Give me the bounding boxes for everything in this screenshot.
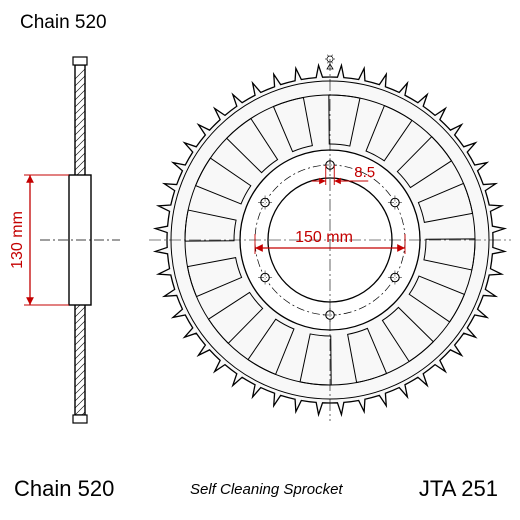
- svg-text:150 mm: 150 mm: [295, 229, 353, 246]
- svg-text:8.5: 8.5: [354, 164, 375, 181]
- side-view: 130 mm: [9, 57, 120, 423]
- svg-text:130 mm: 130 mm: [9, 211, 26, 269]
- front-view: 8.5 150 mm: [149, 55, 511, 421]
- part-number-label: JTA 251: [419, 476, 498, 502]
- diagram-svg: 130 mm 8.5 150 mm: [0, 0, 520, 520]
- chain-header-label: Chain 520: [20, 12, 107, 34]
- description-label: Self Cleaning Sprocket: [190, 481, 343, 498]
- chain-spec-label: Chain 520: [14, 476, 114, 502]
